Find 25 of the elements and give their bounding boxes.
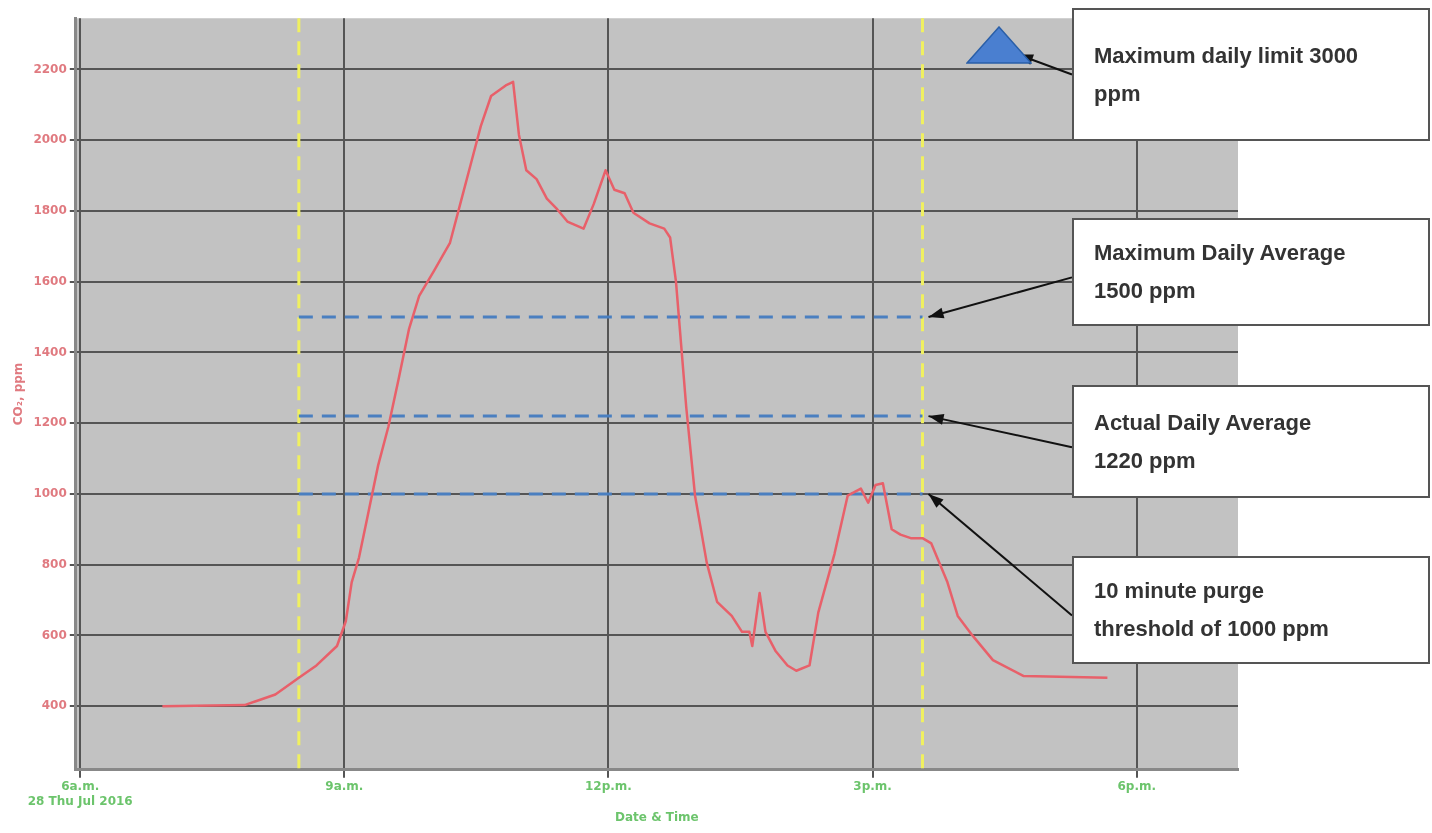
callout-box: Actual Daily Average 1220 ppm [1072,385,1430,498]
y-tick-label: 2000 [33,132,67,147]
y-tick-label: 1200 [33,415,67,430]
y-tick-label: 1400 [33,344,67,359]
ref-line-label: Actual Daily Average 1220 ppm [1094,408,1313,475]
callout-box: 10 minute purge threshold of 1000 ppm [1072,556,1430,664]
x-tick-label: 3p.m. [853,779,892,794]
y-axis-title: CO₂, ppm [11,362,26,426]
x-axis-title: Date & Time [615,809,699,824]
y-tick-label: 800 [41,556,67,571]
x-tick-label: 12p.m. [585,779,632,794]
x-tick-label: 6p.m. [1117,779,1157,794]
ref-line-label: Maximum Daily Average 1500 ppm [1094,239,1347,305]
annotation: Maximum daily limit 3000 ppm [1094,41,1360,108]
callout-box: Maximum Daily Average 1500 ppm [1072,218,1430,326]
y-tick-label: 1800 [33,203,67,218]
ref-line-label: 10 minute purge threshold of 1000 ppm [1094,577,1330,643]
y-tick-label: 600 [41,627,67,642]
x-tick-label: 6a.m. 28 Thu Jul 2016 [27,779,133,808]
y-tick-label: 2200 [33,61,67,76]
y-tick-label: 1000 [33,486,67,501]
callout-box: Maximum daily limit 3000 ppm [1072,8,1430,141]
y-tick-label: 1600 [33,273,67,288]
x-tick-label: 9a.m. [325,779,364,794]
y-tick-label: 400 [41,698,67,713]
